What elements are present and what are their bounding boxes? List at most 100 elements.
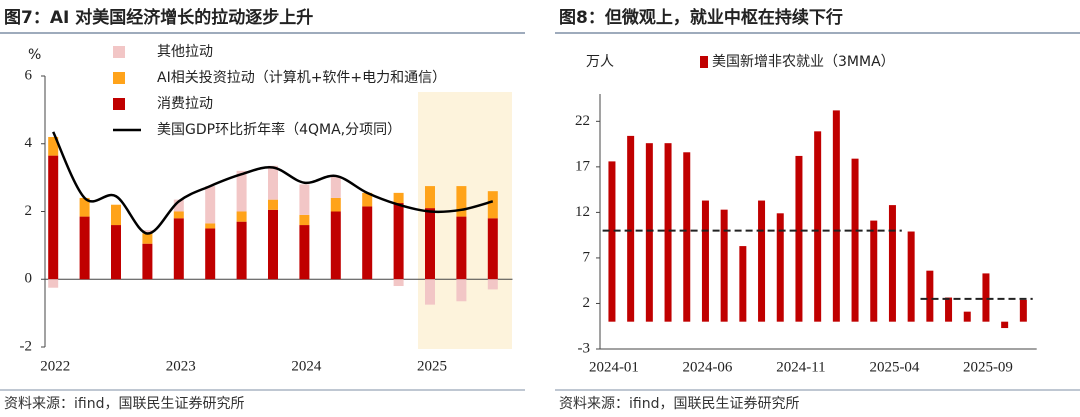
legend-label: 美国GDP环比折年率（4QMA,分项同）: [157, 121, 401, 138]
y-tick-label: -3: [578, 340, 591, 356]
x-tick-label: 2025-09: [963, 359, 1013, 375]
y-tick-label: 6: [25, 67, 33, 83]
bar: [1001, 321, 1009, 329]
bar: [926, 270, 934, 322]
bar: [814, 131, 822, 322]
y-tick-label: 4: [25, 135, 33, 151]
bar: [173, 199, 184, 212]
bar: [142, 230, 153, 234]
bar: [425, 208, 435, 280]
bar: [456, 186, 467, 217]
bar: [48, 155, 59, 280]
legend-label: 其他拉动: [157, 44, 213, 60]
x-tick-label: 2024-01: [589, 359, 639, 375]
legend-swatch: [113, 46, 125, 58]
bar: [664, 143, 672, 322]
x-tick-label: 2023: [166, 358, 196, 374]
bar: [907, 231, 915, 322]
x-tick-label: 2024-11: [776, 359, 825, 375]
bar: [299, 214, 310, 226]
bar: [268, 209, 278, 280]
legend-label: 美国新增非农就业（3MMA）: [712, 54, 895, 70]
bar: [393, 279, 404, 287]
bar: [487, 279, 498, 290]
bar: [683, 152, 691, 322]
bar: [48, 136, 59, 156]
y-unit: 万人: [586, 54, 614, 70]
legend-swatch: [113, 98, 125, 110]
bar: [330, 175, 341, 198]
x-tick-label: 2024-06: [682, 359, 732, 375]
bar: [851, 158, 859, 322]
bar: [795, 155, 803, 322]
bar: [425, 186, 435, 209]
bar: [627, 135, 635, 322]
bar: [776, 213, 784, 322]
bar: [739, 246, 747, 322]
bar: [205, 223, 216, 229]
x-tick-label: 2022: [40, 358, 70, 374]
bar: [268, 199, 278, 210]
bar: [236, 221, 247, 280]
y-tick-label: 7: [583, 249, 591, 265]
bar: [425, 279, 435, 305]
y-unit: %: [28, 47, 41, 63]
bar: [393, 192, 404, 204]
chart-title: 图7：AI 对美国经济增长的拉动逐步上升: [4, 7, 313, 28]
bar: [79, 216, 90, 280]
bar: [299, 225, 310, 280]
source: 资料来源：ifind，国联民生证券研究所: [559, 396, 799, 412]
bar: [888, 205, 896, 322]
bar: [870, 220, 878, 322]
bar: [79, 197, 90, 217]
bar: [48, 279, 59, 288]
bar: [758, 200, 766, 322]
bar: [330, 197, 341, 212]
bar: [205, 228, 216, 280]
bar: [236, 211, 247, 222]
bar: [963, 311, 971, 322]
bar: [299, 184, 310, 215]
bar: [205, 186, 216, 224]
legend-label: AI相关投资拉动（计算机+软件+电力和通信）: [157, 70, 446, 86]
x-tick-label: 2025-04: [869, 359, 919, 375]
bar: [456, 279, 467, 302]
bar: [362, 206, 373, 280]
legend-swatch: [113, 72, 125, 84]
bar: [393, 203, 404, 280]
legend-swatch: [700, 56, 708, 68]
bar: [173, 211, 184, 219]
bar: [142, 233, 153, 244]
bar: [268, 165, 278, 200]
bar: [1019, 299, 1027, 322]
y-tick-label: 22: [575, 113, 590, 129]
x-tick-label: 2024: [291, 358, 322, 374]
line: [52, 131, 494, 235]
bar: [608, 161, 616, 322]
bar: [645, 143, 653, 322]
bar: [111, 204, 121, 226]
bar: [236, 170, 247, 212]
bar: [111, 225, 121, 280]
chart-title: 图8：但微观上，就业中枢在持续下行: [559, 7, 843, 28]
x-tick-label: 2025: [417, 358, 447, 374]
y-tick-label: 2: [25, 203, 33, 219]
source: 资料来源：ifind，国联民生证券研究所: [4, 396, 244, 412]
y-tick-label: 2: [583, 295, 591, 311]
bar: [362, 192, 373, 207]
bar: [701, 200, 709, 322]
y-tick-label: 12: [575, 204, 590, 220]
bar: [142, 243, 153, 280]
bar: [945, 297, 953, 322]
y-tick-label: 17: [575, 158, 591, 174]
y-tick-label: 0: [25, 271, 33, 287]
bar: [456, 216, 467, 280]
bar: [720, 209, 728, 322]
bar: [173, 218, 184, 280]
bar: [982, 273, 990, 322]
bar: [487, 191, 498, 219]
y-tick-label: -2: [20, 338, 33, 354]
legend-label: 消费拉动: [157, 96, 213, 112]
bar: [330, 211, 341, 280]
